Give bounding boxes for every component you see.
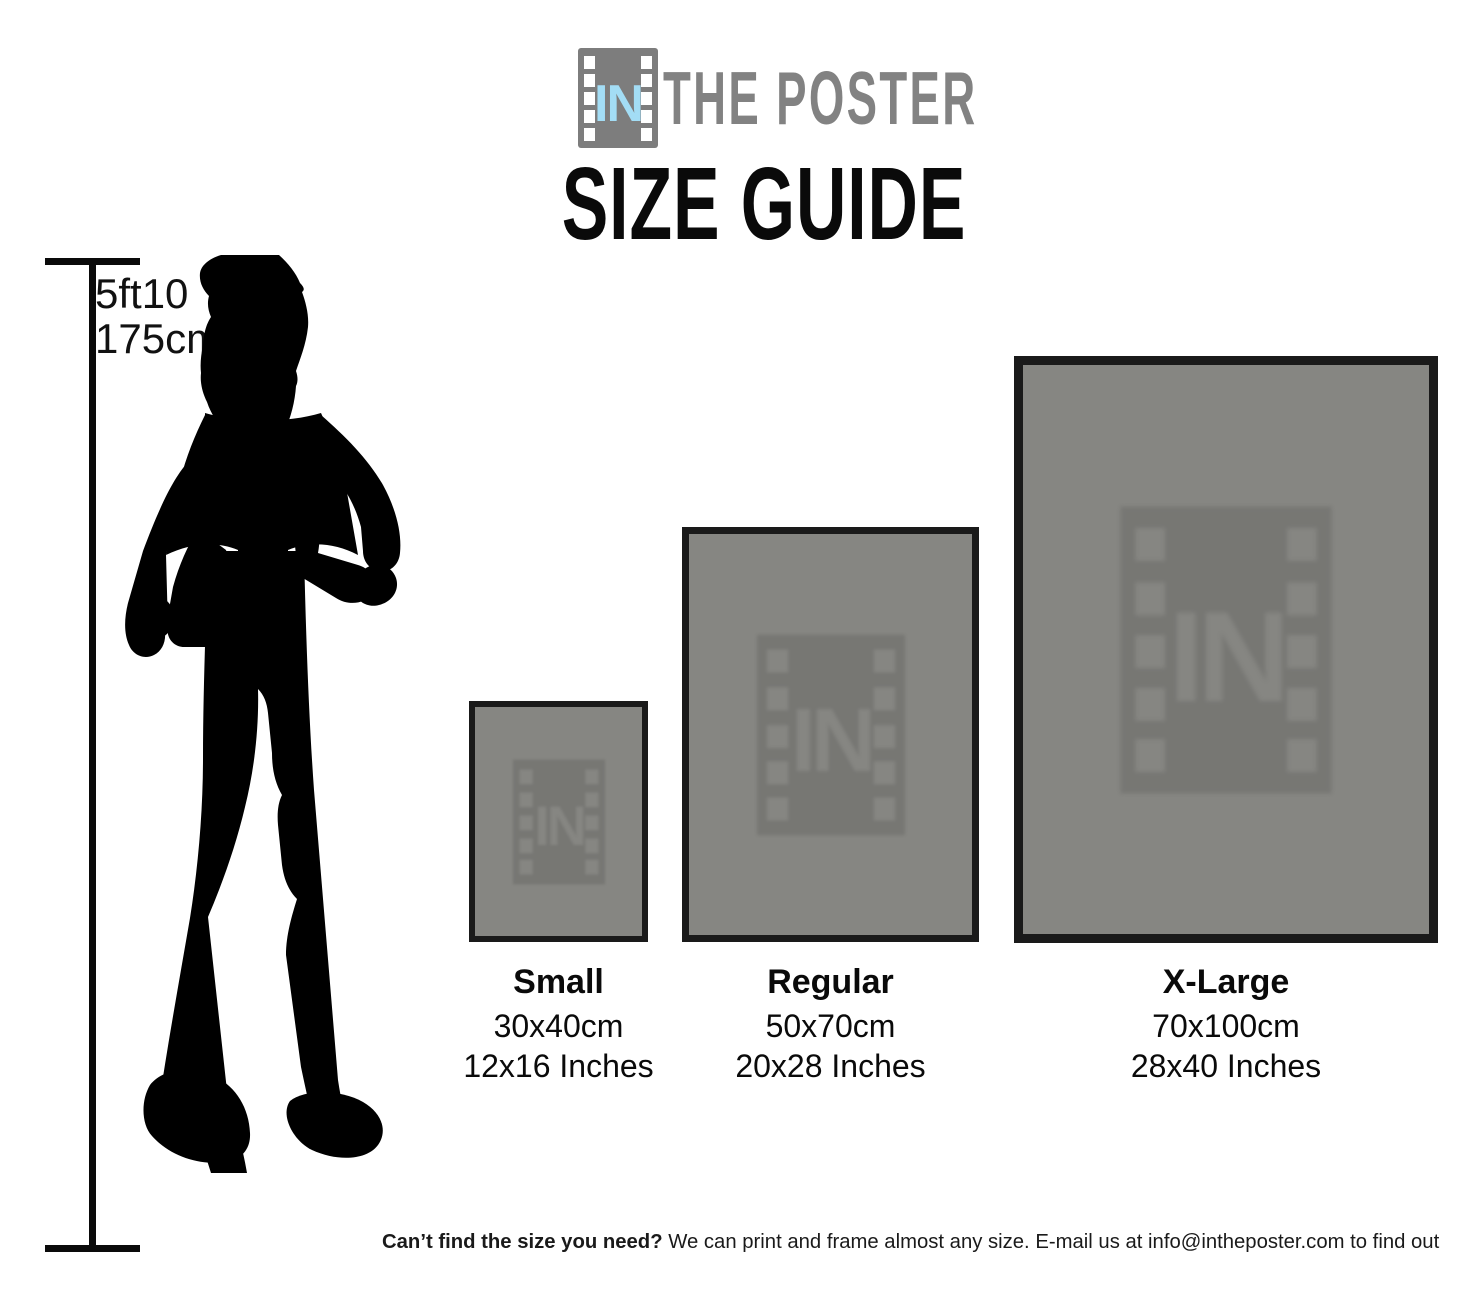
svg-text:IN: IN	[534, 794, 583, 857]
svg-text:IN: IN	[1168, 586, 1283, 729]
svg-text:IN: IN	[594, 75, 642, 133]
svg-text:IN: IN	[790, 690, 871, 791]
